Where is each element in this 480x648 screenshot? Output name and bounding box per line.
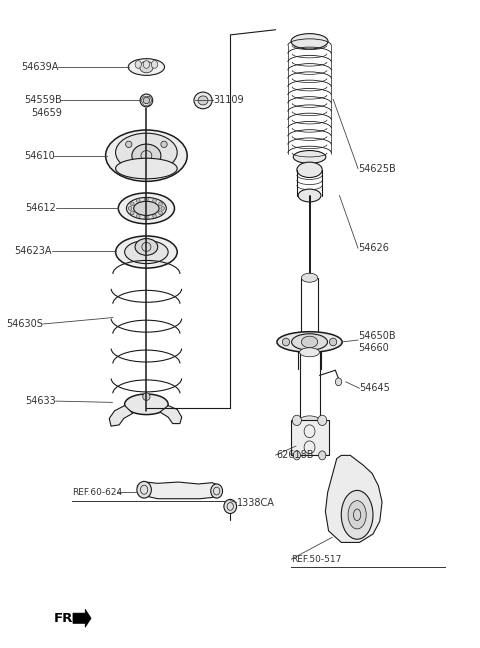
Ellipse shape <box>128 59 165 75</box>
Text: 62618B: 62618B <box>276 450 313 460</box>
Text: 54623A: 54623A <box>14 246 52 256</box>
Polygon shape <box>109 406 133 426</box>
Ellipse shape <box>151 61 158 68</box>
Text: 54630S: 54630S <box>6 319 43 329</box>
Ellipse shape <box>140 62 153 73</box>
Text: 54660: 54660 <box>359 343 389 353</box>
Ellipse shape <box>297 162 322 178</box>
Ellipse shape <box>291 334 327 350</box>
Text: 54639A: 54639A <box>21 62 59 72</box>
Ellipse shape <box>106 130 187 181</box>
Ellipse shape <box>143 97 150 104</box>
Ellipse shape <box>301 336 318 348</box>
Ellipse shape <box>131 211 134 214</box>
Ellipse shape <box>301 273 318 283</box>
Ellipse shape <box>125 394 168 415</box>
Ellipse shape <box>161 207 165 211</box>
Text: 54659: 54659 <box>31 108 61 119</box>
Ellipse shape <box>153 199 156 202</box>
Ellipse shape <box>277 332 342 353</box>
Text: 54626: 54626 <box>359 243 389 253</box>
Ellipse shape <box>136 199 140 202</box>
Text: 54625B: 54625B <box>359 163 396 174</box>
Text: REF.50-517: REF.50-517 <box>291 555 342 564</box>
Text: REF.60-624: REF.60-624 <box>72 488 122 497</box>
Ellipse shape <box>293 150 326 163</box>
Ellipse shape <box>159 211 162 214</box>
Text: 1338CA: 1338CA <box>237 498 275 507</box>
Ellipse shape <box>348 501 366 529</box>
Text: 31109: 31109 <box>214 95 244 106</box>
Ellipse shape <box>161 164 167 170</box>
Ellipse shape <box>293 451 300 460</box>
Ellipse shape <box>292 415 301 426</box>
Ellipse shape <box>116 158 177 179</box>
Text: 54633: 54633 <box>25 396 56 406</box>
Ellipse shape <box>159 202 162 206</box>
Ellipse shape <box>143 393 150 400</box>
Ellipse shape <box>300 348 320 357</box>
Ellipse shape <box>161 141 167 148</box>
Ellipse shape <box>118 193 175 224</box>
Ellipse shape <box>336 378 342 386</box>
Polygon shape <box>325 456 382 542</box>
Polygon shape <box>73 609 91 627</box>
Polygon shape <box>160 406 182 424</box>
Ellipse shape <box>131 202 134 206</box>
Ellipse shape <box>132 144 161 167</box>
Ellipse shape <box>143 61 150 68</box>
Ellipse shape <box>282 338 289 346</box>
Ellipse shape <box>136 214 140 218</box>
Ellipse shape <box>329 338 337 346</box>
Polygon shape <box>137 482 220 499</box>
Ellipse shape <box>341 491 373 539</box>
Ellipse shape <box>153 214 156 218</box>
Ellipse shape <box>144 198 148 202</box>
Ellipse shape <box>137 481 151 498</box>
Ellipse shape <box>298 341 321 352</box>
Ellipse shape <box>319 451 326 460</box>
Ellipse shape <box>144 215 148 219</box>
Ellipse shape <box>194 92 212 109</box>
Ellipse shape <box>134 202 159 215</box>
Ellipse shape <box>211 484 223 498</box>
Ellipse shape <box>116 236 177 268</box>
Ellipse shape <box>298 189 321 202</box>
Ellipse shape <box>126 164 132 170</box>
Ellipse shape <box>300 416 320 425</box>
Ellipse shape <box>224 500 237 513</box>
Ellipse shape <box>116 133 177 172</box>
Ellipse shape <box>126 141 132 148</box>
Text: 54650B: 54650B <box>359 330 396 341</box>
Ellipse shape <box>135 238 158 255</box>
Text: 54645: 54645 <box>360 383 390 393</box>
Text: 54610: 54610 <box>24 151 55 161</box>
Text: 54559B: 54559B <box>24 95 61 106</box>
Ellipse shape <box>135 61 142 68</box>
Bar <box>290 420 329 456</box>
Ellipse shape <box>198 96 208 105</box>
Ellipse shape <box>126 198 167 219</box>
Ellipse shape <box>318 415 327 426</box>
Ellipse shape <box>140 94 153 107</box>
Text: FR.: FR. <box>53 612 78 625</box>
Ellipse shape <box>125 240 168 264</box>
Ellipse shape <box>291 34 328 49</box>
Text: 54612: 54612 <box>25 203 56 213</box>
Ellipse shape <box>128 207 132 211</box>
